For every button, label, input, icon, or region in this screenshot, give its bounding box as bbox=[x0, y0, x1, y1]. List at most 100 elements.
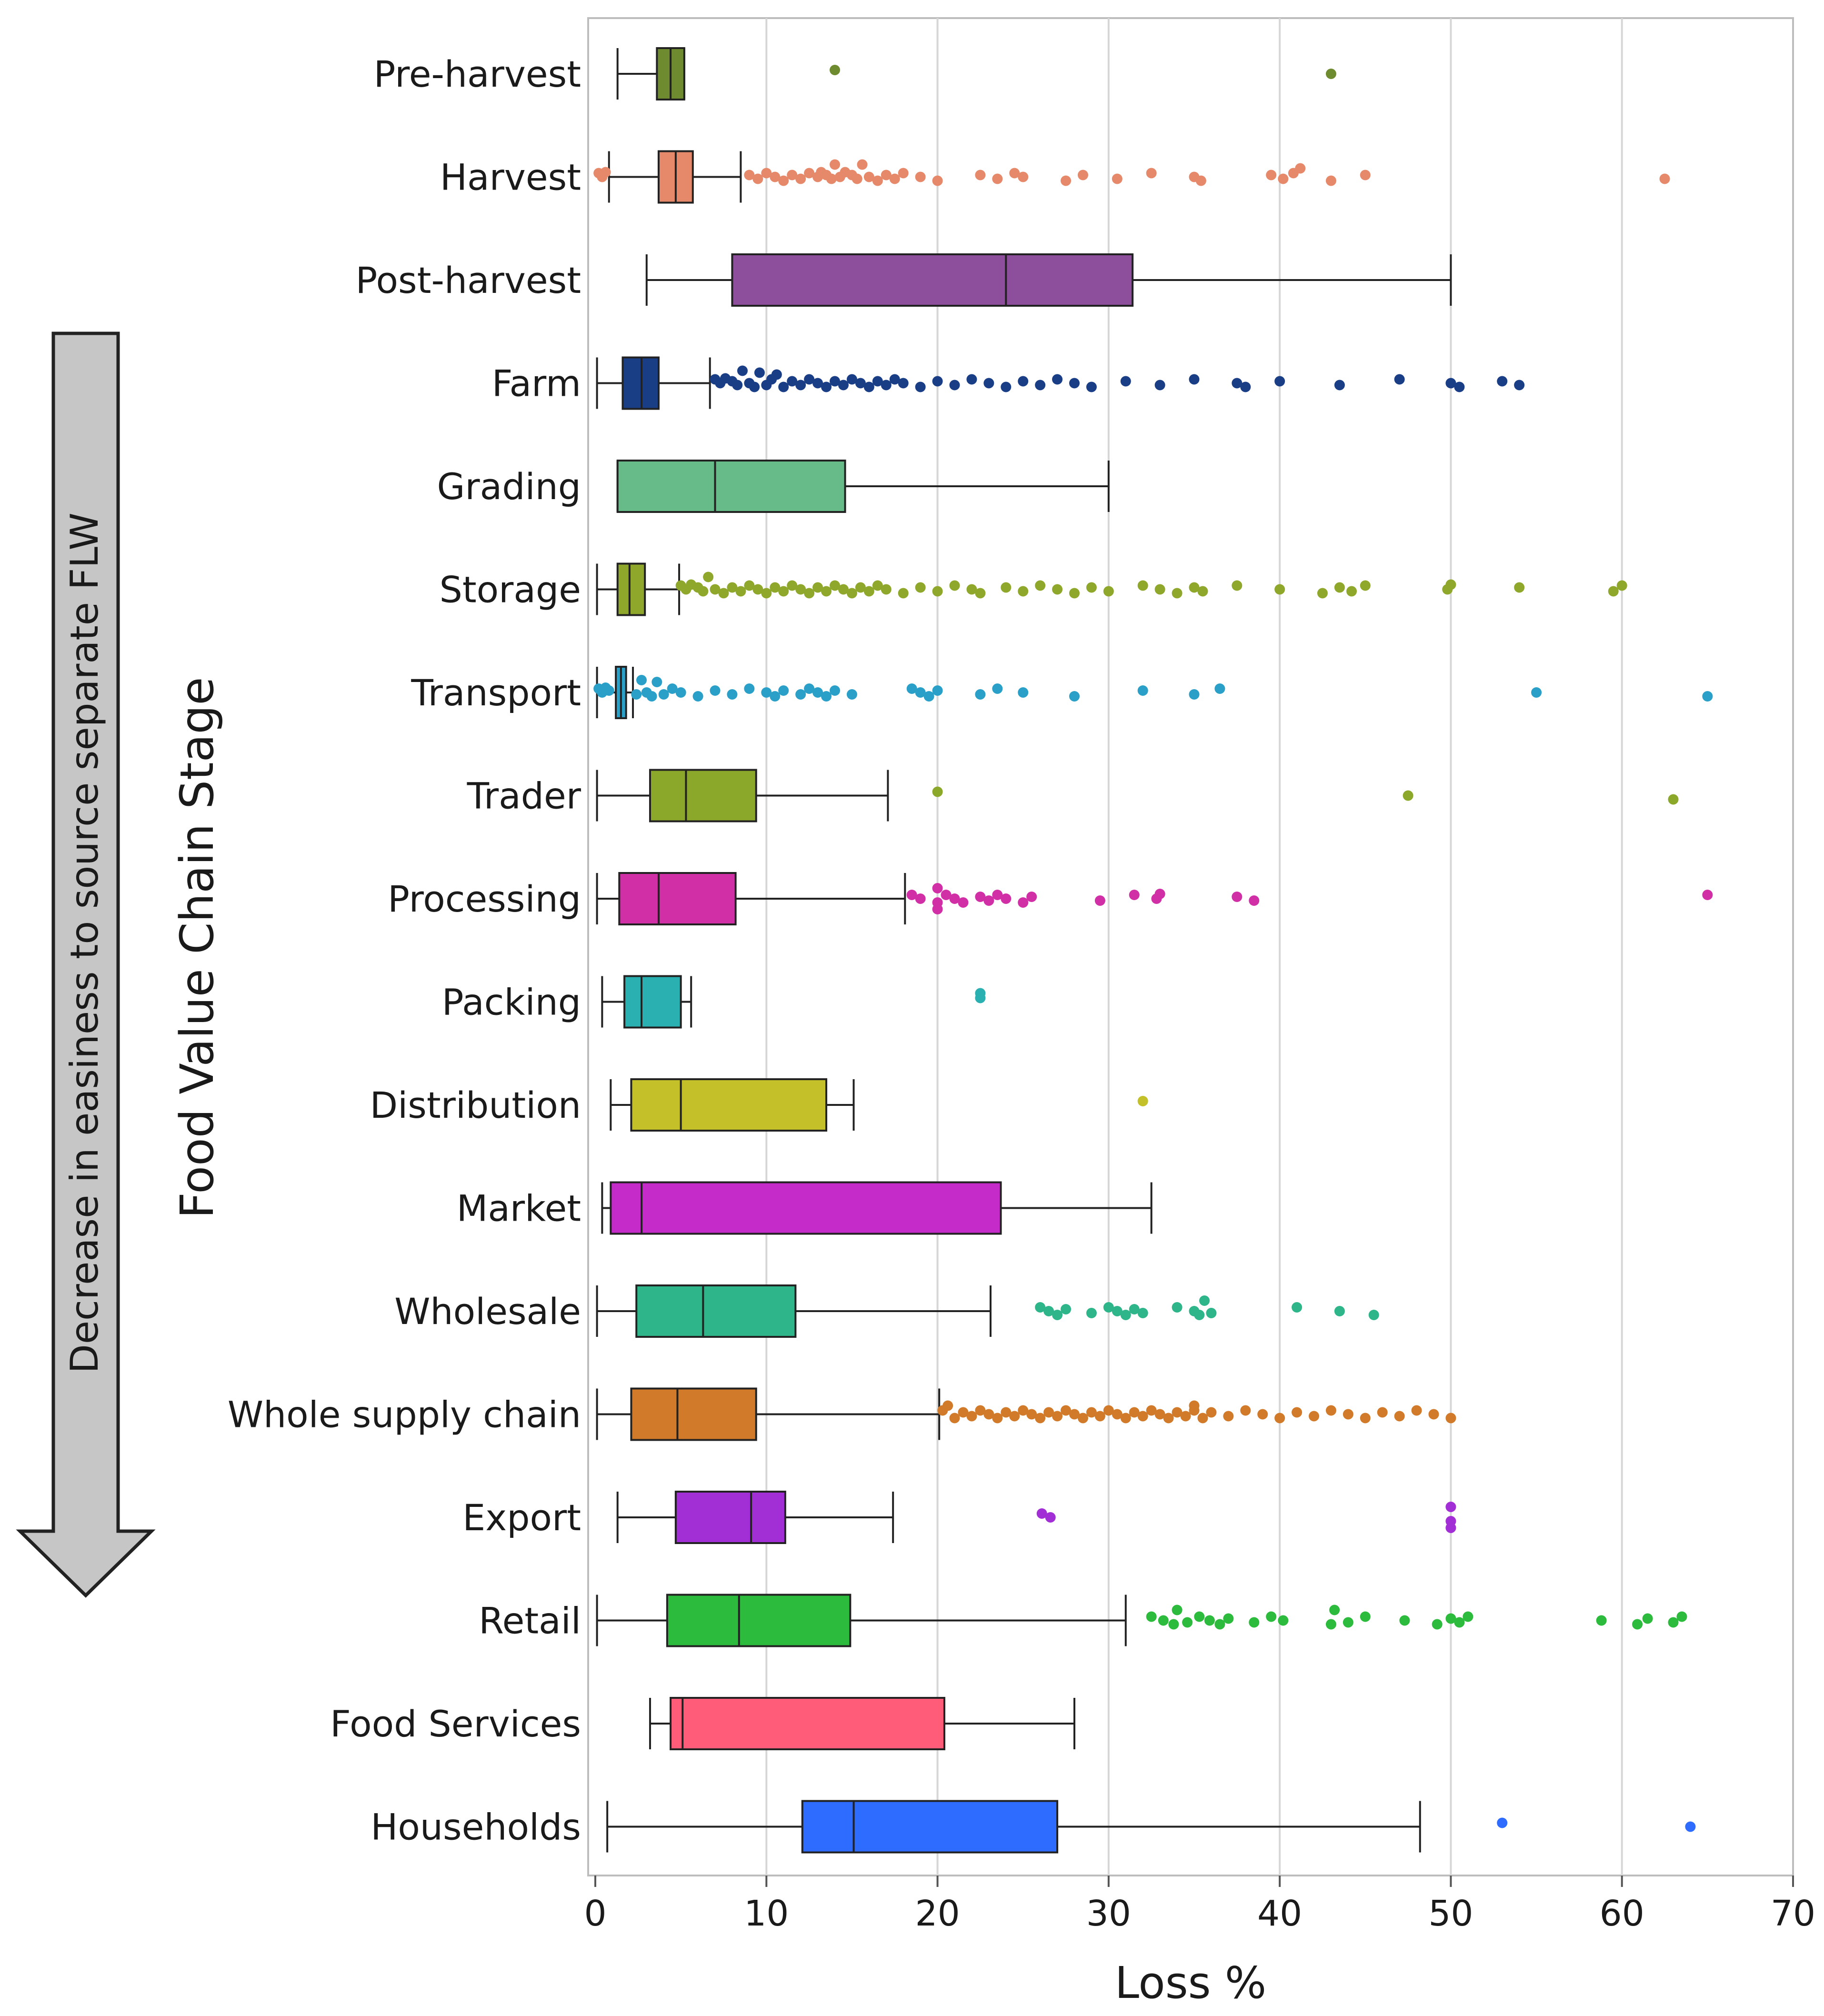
outlier-point bbox=[863, 381, 874, 392]
outlier-point bbox=[1445, 1413, 1456, 1424]
outlier-point bbox=[1199, 1295, 1210, 1306]
stage-row: Whole supply chain bbox=[228, 1387, 1456, 1441]
outlier-point bbox=[1094, 1411, 1105, 1422]
outlier-point bbox=[744, 580, 755, 591]
outlier-point bbox=[1214, 1619, 1225, 1630]
outlier-point bbox=[1249, 895, 1260, 906]
outlier-point bbox=[735, 586, 746, 597]
stage-row: Processing bbox=[388, 872, 1713, 925]
outlier-point bbox=[1249, 1617, 1260, 1628]
box bbox=[616, 460, 846, 513]
outlier-point bbox=[1061, 1304, 1072, 1314]
outlier-point bbox=[1642, 1613, 1653, 1624]
box bbox=[635, 1284, 797, 1338]
outlier-point bbox=[631, 689, 642, 700]
outlier-point bbox=[1223, 1613, 1234, 1624]
outlier-point bbox=[1052, 374, 1063, 385]
outlier-point bbox=[1463, 1611, 1473, 1622]
outlier-point bbox=[857, 159, 868, 170]
outlier-point bbox=[1137, 1411, 1148, 1422]
x-tick-label: 70 bbox=[1771, 1893, 1815, 1934]
outlier-point bbox=[778, 175, 789, 186]
outlier-point bbox=[1445, 1502, 1456, 1512]
box bbox=[649, 769, 757, 822]
stage-row: Harvest bbox=[440, 150, 1670, 204]
outlier-point bbox=[1223, 1411, 1234, 1422]
outlier-point bbox=[1334, 582, 1345, 593]
outlier-point bbox=[727, 582, 738, 593]
outlier-point bbox=[737, 365, 748, 376]
outlier-point bbox=[1094, 895, 1105, 906]
outlier-point bbox=[1154, 889, 1165, 899]
outlier-point bbox=[975, 988, 986, 999]
y-axis-title: Food Value Chain Stage bbox=[170, 677, 224, 1219]
x-tick-label: 40 bbox=[1257, 1893, 1302, 1934]
outlier-point bbox=[1454, 1617, 1465, 1628]
outlier-point bbox=[1497, 376, 1508, 387]
stage-label: Trader bbox=[467, 775, 581, 817]
stage-label: Wholesale bbox=[394, 1290, 581, 1333]
outlier-point bbox=[881, 170, 892, 181]
stage-row: Trader bbox=[467, 769, 1679, 822]
outlier-point bbox=[1197, 586, 1208, 597]
outlier-point bbox=[932, 175, 943, 186]
outlier-point bbox=[1086, 381, 1097, 392]
stage-row: Export bbox=[462, 1491, 1456, 1544]
x-tick-label: 50 bbox=[1428, 1893, 1473, 1934]
outlier-point bbox=[923, 691, 934, 702]
outlier-point bbox=[932, 376, 943, 387]
stage-row: Farm bbox=[492, 356, 1525, 410]
outlier-point bbox=[1432, 1619, 1443, 1630]
outlier-point bbox=[1278, 1615, 1289, 1626]
stage-label: Processing bbox=[388, 878, 581, 920]
outlier-point bbox=[863, 171, 874, 182]
outlier-point bbox=[787, 170, 798, 181]
outlier-point bbox=[744, 170, 755, 181]
outlier-point bbox=[1112, 1306, 1122, 1316]
outlier-point bbox=[821, 586, 832, 597]
outlier-point bbox=[1189, 374, 1200, 385]
outlier-point bbox=[941, 890, 952, 900]
outlier-point bbox=[804, 683, 815, 694]
outlier-point bbox=[1668, 794, 1679, 805]
outlier-point bbox=[1035, 580, 1046, 591]
outlier-point bbox=[1035, 380, 1046, 391]
plot-frame bbox=[587, 17, 1794, 1876]
outlier-point bbox=[915, 171, 926, 182]
outlier-point bbox=[1180, 1411, 1191, 1422]
outlier-point bbox=[752, 173, 763, 184]
outlier-point bbox=[1394, 374, 1405, 385]
outlier-point bbox=[1103, 1302, 1114, 1313]
outlier-point bbox=[1195, 175, 1206, 186]
outlier-point bbox=[872, 175, 883, 186]
outlier-point bbox=[846, 689, 857, 700]
outlier-point bbox=[1172, 1302, 1183, 1313]
outlier-point bbox=[1018, 687, 1029, 698]
outlier-point bbox=[1685, 1821, 1696, 1832]
outlier-point bbox=[915, 381, 926, 392]
outlier-point bbox=[1702, 890, 1713, 900]
outlier-point bbox=[992, 890, 1003, 900]
stage-row: Distribution bbox=[370, 1078, 1148, 1132]
outlier-point bbox=[992, 683, 1003, 694]
outlier-point bbox=[1295, 163, 1306, 174]
stage-label: Households bbox=[371, 1806, 581, 1848]
outlier-point bbox=[1052, 1411, 1063, 1422]
outlier-point bbox=[1018, 376, 1029, 387]
outlier-point bbox=[703, 572, 714, 582]
x-tick-label: 20 bbox=[915, 1893, 960, 1934]
outlier-point bbox=[838, 584, 849, 595]
outlier-point bbox=[846, 588, 857, 599]
outlier-point bbox=[1278, 173, 1289, 184]
outlier-point bbox=[771, 369, 782, 380]
outlier-point bbox=[1608, 586, 1619, 597]
outlier-point bbox=[1206, 1308, 1217, 1318]
stage-row: Storage bbox=[440, 562, 1627, 616]
outlier-point bbox=[855, 378, 866, 389]
outlier-point bbox=[1329, 1605, 1340, 1615]
outlier-point bbox=[732, 380, 743, 391]
outlier-point bbox=[744, 683, 755, 694]
outlier-point bbox=[1154, 584, 1165, 595]
stage-label: Pre-harvest bbox=[374, 53, 581, 95]
outlier-point bbox=[1274, 1413, 1285, 1424]
